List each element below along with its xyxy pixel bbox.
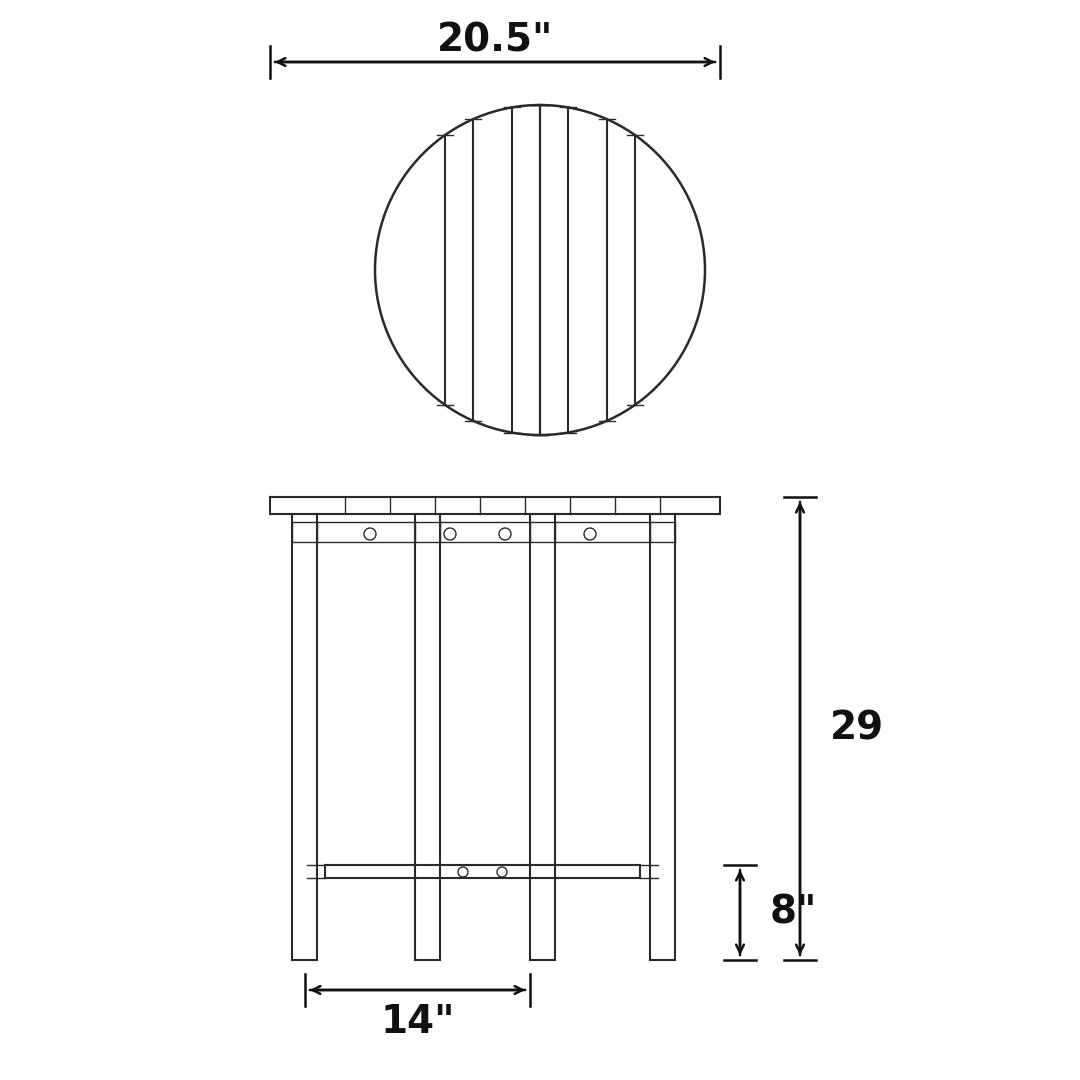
Text: 8": 8" — [770, 893, 818, 931]
Text: 14": 14" — [380, 1003, 455, 1041]
Text: 29: 29 — [831, 710, 885, 747]
Text: 20.5": 20.5" — [436, 21, 553, 59]
